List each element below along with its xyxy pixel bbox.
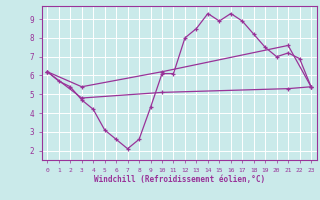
X-axis label: Windchill (Refroidissement éolien,°C): Windchill (Refroidissement éolien,°C) xyxy=(94,175,265,184)
